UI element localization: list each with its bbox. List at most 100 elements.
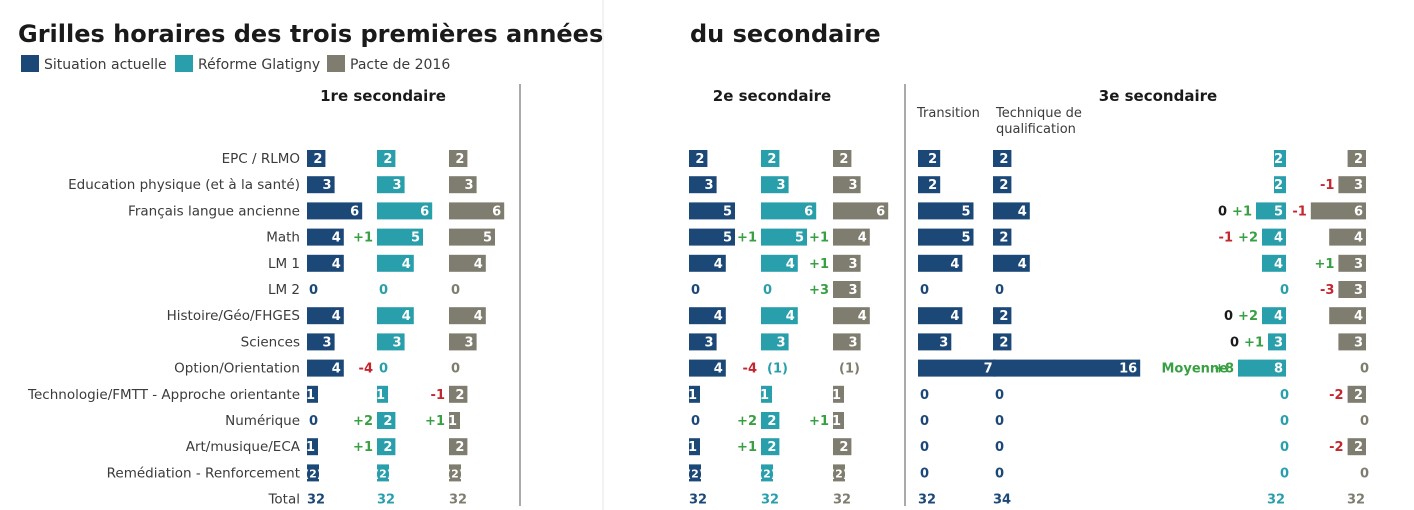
- bar-label-s0-r7: 3: [323, 335, 332, 350]
- bar-label-s2-r7: 3: [465, 335, 474, 350]
- bar-label-s2-r3: 5: [483, 231, 492, 246]
- bar-s3-r9: [689, 385, 700, 403]
- legend-label-pacte: Pacte de 2016: [350, 57, 450, 73]
- value-label-s0-r5: 0: [309, 283, 318, 298]
- bar-label-s4-r7: 3: [777, 335, 786, 350]
- bar-s1-r0: [377, 150, 396, 167]
- bar-s4-r0: [761, 150, 780, 167]
- bar-s3-r0: [689, 150, 708, 167]
- group-header-s1: 1re secondaire: [320, 87, 446, 105]
- bar-label-s8-r8: 8: [1274, 362, 1283, 377]
- bar-label-s1-r1: 3: [393, 178, 402, 193]
- bar-label-s3-r4: 4: [714, 257, 723, 272]
- bar-label-s4-r1: 3: [777, 178, 786, 193]
- bar-label-s0-r8: 4: [332, 362, 341, 377]
- bar-label-s4-r11: 2: [767, 440, 776, 455]
- category-label-10: Numérique: [225, 413, 300, 429]
- bar-label-s2-r12: (2): [446, 467, 464, 480]
- bar-label-s0-r3: 4: [332, 231, 341, 246]
- bar-s3-r4: [689, 254, 726, 272]
- value-label-s3-r5: 0: [691, 283, 700, 298]
- bar-label-s4-r6: 4: [786, 309, 795, 324]
- bar-label-s8-r6: 4: [1274, 309, 1283, 324]
- bar-label-s6-r0: 2: [928, 152, 937, 167]
- bar-label-s1-r0: 2: [383, 152, 392, 167]
- bar-s5-r2: [833, 202, 889, 220]
- bar-label-s2-r11: 2: [455, 440, 464, 455]
- bar-label-s9-r6: 4: [1354, 309, 1363, 324]
- bar-label-s3-r12: (2): [686, 467, 704, 480]
- delta-s5-r3: +1: [809, 231, 829, 246]
- delta-s8-r7: +1: [1244, 335, 1264, 350]
- bar-label-s9-r11: 2: [1354, 440, 1363, 455]
- bar-s8-r0: [1274, 150, 1286, 167]
- legend-label-glatigny: Réforme Glatigny: [198, 57, 320, 73]
- bar-label-s6-r1: 2: [928, 178, 937, 193]
- category-label-4: LM 1: [268, 256, 300, 272]
- bar-label-s9-r5: 3: [1354, 283, 1363, 298]
- bar-label-s3-r2: 5: [723, 204, 732, 219]
- bar-label-s7-r4: 4: [1018, 257, 1027, 272]
- bar-label-s3-r11: 1: [688, 440, 697, 455]
- value-label-s6-r10: 0: [920, 414, 929, 429]
- delta-s1-r3: +1: [353, 231, 373, 246]
- bar-label-s6-r2: 5: [961, 204, 970, 219]
- value-label-s8-r9: 0: [1280, 388, 1289, 403]
- value-label-s0-r10: 0: [309, 414, 318, 429]
- bar-s4-r7: [761, 333, 789, 351]
- bar-s1-r7: [377, 333, 405, 351]
- delta-s1-r8: -4: [359, 362, 373, 377]
- bar-label-s6-r6: 4: [950, 309, 959, 324]
- total-s0: 32: [307, 493, 325, 508]
- legend-swatch-pacte: [327, 55, 345, 72]
- bar-label-s5-r6: 4: [858, 309, 867, 324]
- bar-label-s4-r9: 1: [760, 388, 769, 403]
- category-label-5: LM 2: [268, 282, 300, 298]
- bar-s5-r4: [833, 254, 861, 272]
- bar-s2-r2: [449, 202, 505, 220]
- bar-s9-r11: [1347, 438, 1366, 456]
- delta-s1-r10: +2: [353, 414, 373, 429]
- bar-label-s9-r4: 3: [1354, 257, 1363, 272]
- category-label-7: Sciences: [241, 334, 300, 350]
- delta-s8-r6: +2: [1238, 309, 1258, 324]
- delta-s4-r10: +2: [737, 414, 757, 429]
- bar-s0-r6: [307, 307, 344, 325]
- bar-s6-r8: [918, 359, 996, 377]
- delta-s2-r10: +1: [425, 414, 445, 429]
- bar-label-s2-r4: 4: [474, 257, 483, 272]
- bar-s7-r8: [993, 359, 1141, 377]
- bar-label-s5-r10: 1: [832, 414, 841, 429]
- bar-label-s9-r2: 6: [1354, 204, 1363, 219]
- delta-s8-r8: +8: [1214, 362, 1234, 377]
- bar-s9-r3: [1329, 228, 1366, 246]
- prefix-s8-r6: 0: [1224, 309, 1233, 324]
- bar-s5-r10: [833, 412, 844, 429]
- prefix-s8-r7: 0: [1230, 335, 1239, 350]
- total-s7: 34: [993, 493, 1011, 508]
- bar-s8-r1: [1274, 176, 1286, 194]
- bar-s6-r3: [918, 228, 974, 246]
- delta-s9-r2: -1: [1292, 204, 1306, 219]
- bar-label-s4-r12: (2): [758, 467, 776, 480]
- bar-s0-r8: [307, 359, 344, 377]
- bar-s1-r6: [377, 307, 414, 325]
- category-label-0: EPC / RLMO: [222, 151, 300, 167]
- bar-s4-r11: [761, 438, 780, 456]
- bar-s6-r7: [918, 333, 952, 351]
- total-s4: 32: [761, 493, 779, 508]
- bar-s5-r0: [833, 150, 852, 167]
- bar-s5-r12: [833, 464, 845, 482]
- bar-s4-r10: [761, 412, 780, 429]
- category-label-2: Français langue ancienne: [128, 203, 300, 219]
- delta-s4-r8: -4: [743, 362, 757, 377]
- bar-s4-r1: [761, 176, 789, 194]
- delta-s4-r3: +1: [737, 231, 757, 246]
- bar-s5-r5: [833, 281, 861, 298]
- bar-s3-r8: [689, 359, 726, 377]
- legend-swatch-glatigny: [175, 55, 193, 72]
- bar-s0-r9: [307, 385, 318, 403]
- bar-label-s3-r7: 3: [705, 335, 714, 350]
- bar-label-s6-r8: 7: [984, 362, 993, 377]
- bar-s9-r2: [1310, 202, 1366, 220]
